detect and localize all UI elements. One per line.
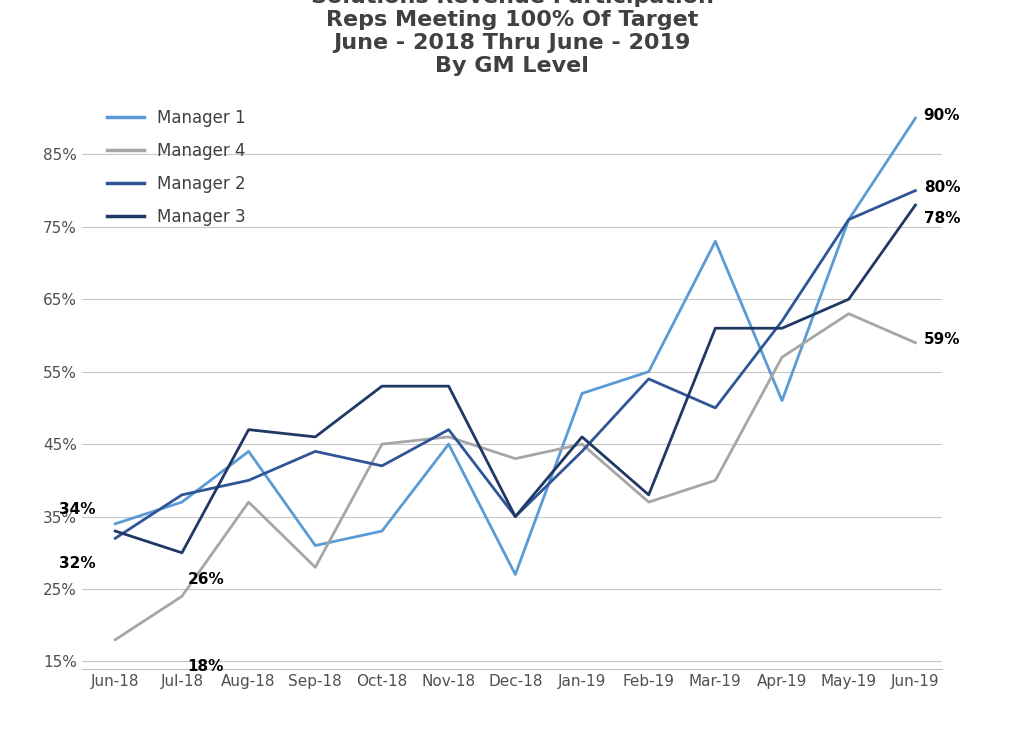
Manager 1 <box>110 519 122 528</box>
Manager 3 <box>843 295 855 304</box>
Manager 2 <box>176 490 188 499</box>
Manager 1 <box>509 570 521 579</box>
Manager 3 <box>710 324 722 333</box>
Manager 4 <box>509 454 521 463</box>
Manager 1 <box>243 447 255 456</box>
Manager 4 <box>110 635 122 644</box>
Manager 1 <box>710 237 722 246</box>
Manager 4 <box>642 498 654 507</box>
Manager 4 <box>442 432 455 441</box>
Manager 3 <box>110 527 122 536</box>
Line: Manager 3: Manager 3 <box>116 205 915 553</box>
Text: 18%: 18% <box>187 659 224 674</box>
Manager 2 <box>575 447 588 456</box>
Manager 2 <box>243 476 255 485</box>
Text: 26%: 26% <box>187 572 224 587</box>
Manager 3 <box>642 490 654 499</box>
Line: Manager 4: Manager 4 <box>116 314 915 640</box>
Line: Manager 2: Manager 2 <box>116 190 915 538</box>
Manager 3 <box>309 432 322 441</box>
Title: Solutions Revenue Participation
Reps Meeting 100% Of Target
June - 2018 Thru Jun: Solutions Revenue Participation Reps Mee… <box>310 0 714 77</box>
Manager 1 <box>176 498 188 507</box>
Text: 78%: 78% <box>924 212 961 227</box>
Manager 2 <box>442 425 455 434</box>
Manager 1 <box>843 215 855 224</box>
Manager 3 <box>176 548 188 557</box>
Manager 1 <box>309 541 322 550</box>
Manager 2 <box>376 461 388 470</box>
Manager 2 <box>710 403 722 412</box>
Manager 1 <box>909 114 922 123</box>
Manager 4 <box>176 591 188 600</box>
Manager 1 <box>776 396 788 405</box>
Manager 4 <box>376 440 388 449</box>
Manager 2 <box>843 215 855 224</box>
Manager 4 <box>575 440 588 449</box>
Manager 3 <box>376 382 388 391</box>
Manager 3 <box>509 512 521 521</box>
Manager 1 <box>642 367 654 376</box>
Text: 80%: 80% <box>924 181 961 195</box>
Manager 4 <box>909 338 922 347</box>
Line: Manager 1: Manager 1 <box>116 118 915 574</box>
Text: 32%: 32% <box>59 557 96 571</box>
Text: 90%: 90% <box>924 108 961 123</box>
Manager 1 <box>442 440 455 449</box>
Manager 4 <box>843 309 855 318</box>
Manager 2 <box>509 512 521 521</box>
Manager 3 <box>776 324 788 333</box>
Manager 4 <box>776 353 788 362</box>
Manager 2 <box>642 374 654 383</box>
Manager 2 <box>776 317 788 325</box>
Manager 4 <box>710 476 722 485</box>
Manager 2 <box>909 186 922 195</box>
Manager 4 <box>243 498 255 507</box>
Manager 3 <box>909 201 922 210</box>
Manager 3 <box>243 425 255 434</box>
Manager 3 <box>575 432 588 441</box>
Manager 2 <box>110 533 122 542</box>
Manager 1 <box>575 389 588 398</box>
Manager 3 <box>442 382 455 391</box>
Manager 1 <box>376 527 388 536</box>
Text: 59%: 59% <box>924 332 961 348</box>
Manager 2 <box>309 447 322 456</box>
Text: 34%: 34% <box>59 502 96 517</box>
Manager 4 <box>309 563 322 572</box>
Legend: Manager 1, Manager 4, Manager 2, Manager 3: Manager 1, Manager 4, Manager 2, Manager… <box>108 109 246 226</box>
